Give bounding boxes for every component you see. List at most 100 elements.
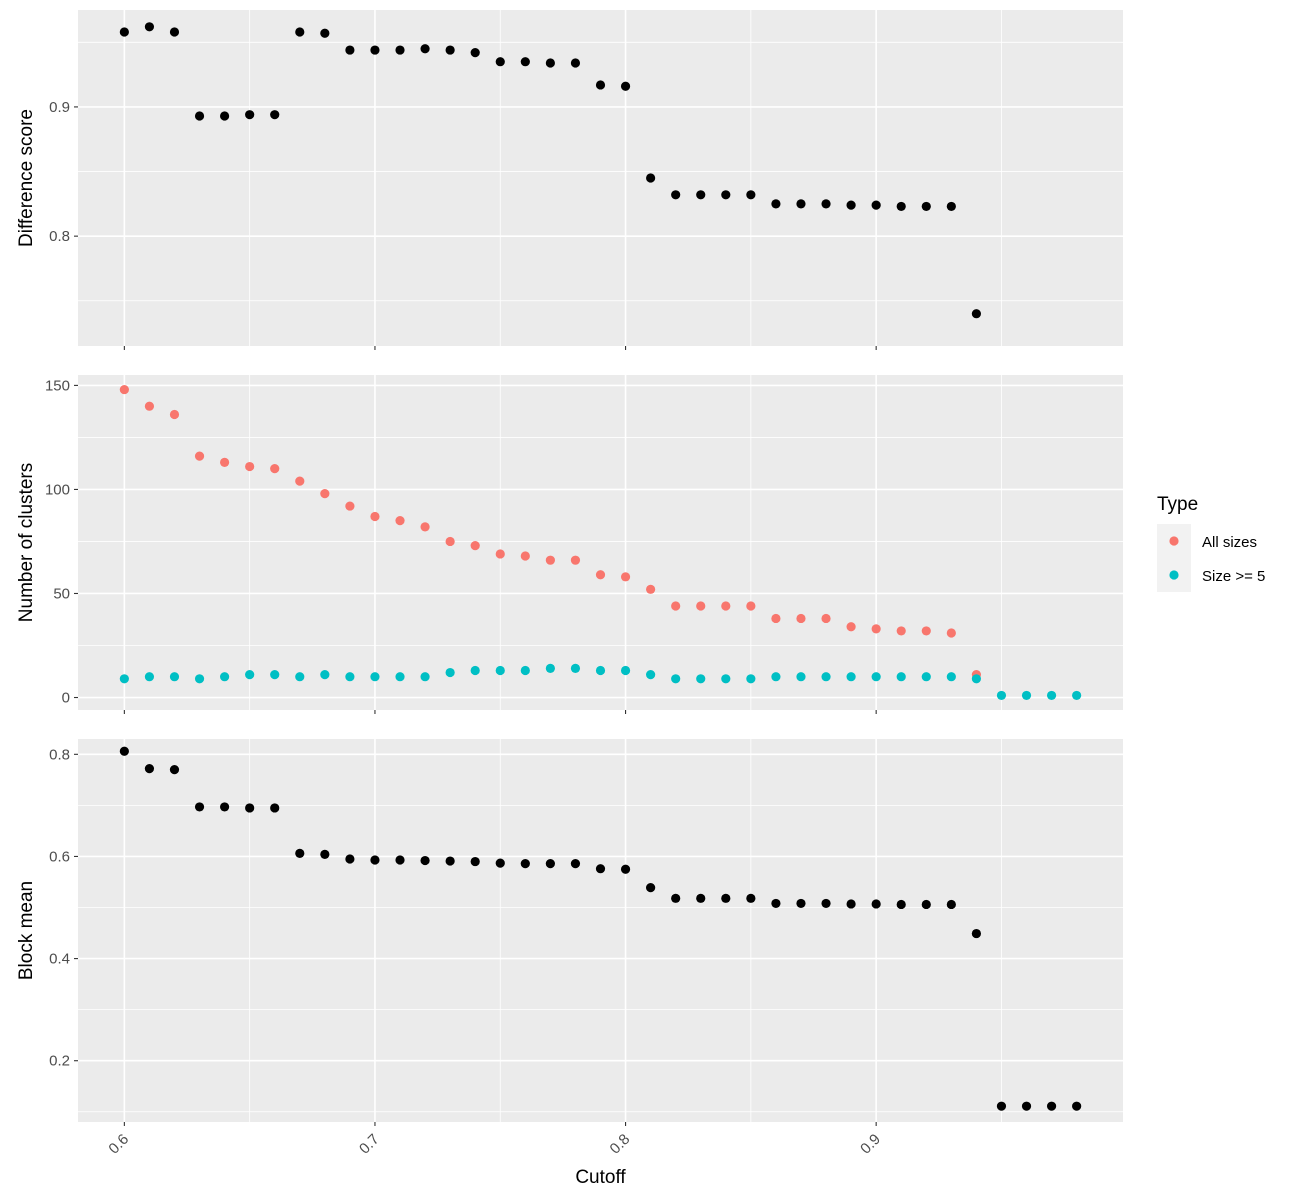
data-point	[345, 672, 355, 682]
data-point	[971, 309, 981, 319]
data-point	[696, 674, 706, 684]
x-axis: 0.6 0.7 0.8 0.9 Cutoff	[105, 1131, 884, 1188]
data-point	[595, 570, 606, 580]
panel-background	[78, 375, 1123, 710]
data-point	[771, 199, 781, 209]
data-point	[119, 746, 129, 756]
data-point	[646, 173, 656, 183]
y-tick-label: 0.9	[49, 99, 70, 116]
data-point	[119, 27, 129, 37]
data-point	[445, 856, 455, 866]
data-point	[946, 201, 956, 212]
data-point	[821, 898, 831, 909]
x-axis-title: Cutoff	[575, 1167, 626, 1188]
data-point	[545, 58, 555, 68]
data-point	[570, 663, 581, 673]
y-axis-title: Difference score	[16, 109, 37, 247]
legend-label-size-5: Size >= 5	[1202, 568, 1265, 585]
data-point	[696, 601, 706, 611]
y-tick-label: 0	[62, 690, 70, 707]
data-point	[194, 111, 205, 121]
data-point	[144, 401, 155, 411]
data-point	[245, 803, 255, 813]
data-point	[470, 856, 480, 867]
data-point	[746, 674, 756, 684]
x-tick-label: 0.9	[857, 1131, 884, 1158]
data-point	[370, 45, 380, 55]
data-point	[1021, 690, 1032, 701]
data-point	[420, 522, 430, 532]
data-point	[846, 622, 856, 632]
y-tick-label: 0.6	[49, 848, 70, 865]
data-point	[921, 626, 931, 636]
data-point	[646, 584, 656, 594]
data-point	[696, 190, 706, 200]
data-point	[570, 58, 581, 68]
data-point	[320, 849, 330, 860]
data-point	[570, 555, 581, 565]
data-point	[395, 672, 405, 682]
data-point	[470, 48, 480, 58]
legend: Type All sizes Size >= 5	[1157, 494, 1265, 592]
data-point	[245, 461, 255, 472]
data-point	[395, 855, 405, 865]
data-point	[846, 672, 856, 682]
data-point	[696, 893, 706, 903]
data-point	[771, 613, 781, 624]
data-point	[320, 489, 330, 499]
y-tick-label: 0.8	[49, 228, 70, 245]
data-point	[620, 572, 631, 582]
legend-label-all-sizes: All sizes	[1202, 534, 1257, 551]
data-point	[821, 199, 831, 209]
x-tick-label: 0.8	[607, 1131, 634, 1158]
data-point	[971, 674, 981, 684]
data-point	[595, 864, 606, 874]
data-point	[896, 672, 906, 682]
data-point	[595, 80, 606, 90]
data-point	[1046, 1101, 1057, 1111]
data-point	[220, 672, 230, 682]
data-point	[545, 663, 555, 673]
data-point	[144, 672, 155, 682]
data-point	[595, 665, 606, 676]
data-point	[545, 859, 555, 869]
data-point	[971, 928, 981, 939]
data-point	[996, 1101, 1007, 1111]
data-point	[420, 672, 430, 682]
y-tick-label: 0.2	[49, 1053, 70, 1070]
data-point	[796, 199, 806, 209]
data-point	[921, 201, 931, 212]
data-point	[646, 883, 656, 893]
data-point	[169, 27, 180, 37]
data-point	[194, 802, 205, 812]
data-point	[570, 859, 581, 869]
data-point	[345, 501, 355, 511]
data-point	[470, 541, 480, 551]
data-point	[1021, 1101, 1032, 1111]
data-point	[871, 200, 881, 210]
data-point	[445, 536, 455, 547]
data-point	[671, 190, 681, 200]
data-point	[295, 27, 305, 37]
data-point	[420, 855, 430, 866]
data-point	[896, 201, 906, 212]
data-point	[370, 855, 380, 865]
data-point	[520, 57, 530, 67]
data-point	[896, 626, 906, 636]
data-point	[520, 665, 530, 676]
data-point	[746, 601, 756, 611]
data-point	[495, 57, 505, 67]
data-point	[921, 672, 931, 682]
data-point	[345, 854, 355, 864]
data-point	[119, 674, 129, 684]
data-point	[470, 665, 480, 676]
panel-background	[78, 739, 1123, 1122]
data-point	[169, 765, 180, 775]
data-point	[270, 803, 280, 813]
data-point	[370, 511, 380, 522]
data-point	[245, 670, 255, 680]
data-point	[445, 45, 455, 55]
data-point	[871, 624, 881, 634]
data-point	[495, 665, 505, 676]
